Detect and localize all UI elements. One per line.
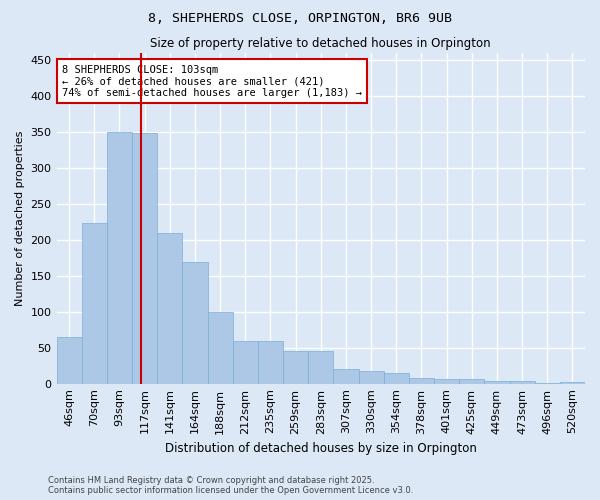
Text: Contains HM Land Registry data © Crown copyright and database right 2025.
Contai: Contains HM Land Registry data © Crown c… xyxy=(48,476,413,495)
Bar xyxy=(258,340,283,384)
Bar xyxy=(233,340,258,384)
Bar xyxy=(535,383,560,384)
Bar xyxy=(82,222,107,384)
Bar xyxy=(56,337,82,384)
Bar xyxy=(308,352,334,384)
Bar xyxy=(359,372,383,384)
Bar xyxy=(409,378,434,384)
Bar xyxy=(459,378,484,384)
Bar xyxy=(182,262,208,384)
Bar xyxy=(560,382,585,384)
Bar xyxy=(283,352,308,384)
Bar xyxy=(157,232,182,384)
Bar xyxy=(208,312,233,384)
Bar xyxy=(383,373,409,384)
Title: Size of property relative to detached houses in Orpington: Size of property relative to detached ho… xyxy=(151,38,491,51)
Bar xyxy=(107,132,132,384)
Bar xyxy=(509,381,535,384)
Text: 8, SHEPHERDS CLOSE, ORPINGTON, BR6 9UB: 8, SHEPHERDS CLOSE, ORPINGTON, BR6 9UB xyxy=(148,12,452,26)
Text: 8 SHEPHERDS CLOSE: 103sqm
← 26% of detached houses are smaller (421)
74% of semi: 8 SHEPHERDS CLOSE: 103sqm ← 26% of detac… xyxy=(62,64,362,98)
X-axis label: Distribution of detached houses by size in Orpington: Distribution of detached houses by size … xyxy=(165,442,477,455)
Bar xyxy=(434,378,459,384)
Bar xyxy=(484,381,509,384)
Bar xyxy=(132,133,157,384)
Bar xyxy=(334,370,359,384)
Y-axis label: Number of detached properties: Number of detached properties xyxy=(15,130,25,306)
